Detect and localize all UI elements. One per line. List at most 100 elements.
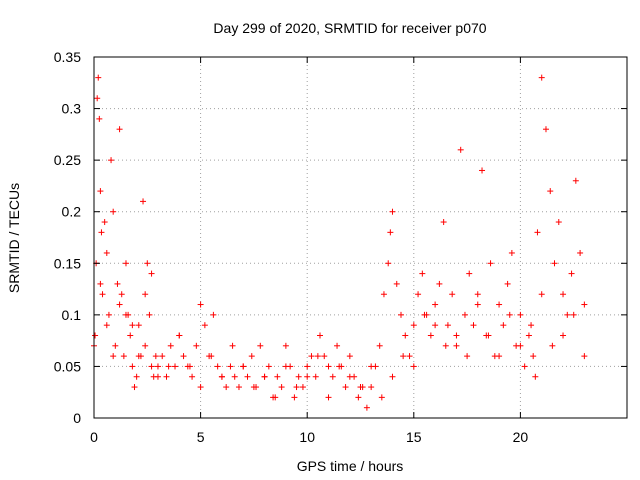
data-point (427, 332, 434, 339)
data-point (282, 363, 289, 370)
data-point (542, 126, 549, 133)
data-point (122, 260, 129, 267)
data-point (208, 353, 215, 360)
data-point (547, 188, 554, 195)
data-point (568, 270, 575, 277)
data-point (500, 322, 507, 329)
data-point (421, 311, 428, 318)
data-point (193, 342, 200, 349)
data-point (210, 311, 217, 318)
data-point (257, 342, 264, 349)
data-point (464, 353, 471, 360)
data-point (146, 311, 153, 318)
data-point (564, 311, 571, 318)
data-point (103, 322, 110, 329)
data-point (131, 384, 138, 391)
data-point (144, 260, 151, 267)
data-point (380, 291, 387, 298)
data-point (227, 363, 234, 370)
data-point (314, 353, 321, 360)
data-point (176, 332, 183, 339)
data-point (154, 373, 161, 380)
data-point (197, 384, 204, 391)
data-point (218, 373, 225, 380)
data-point (393, 280, 400, 287)
data-point (432, 301, 439, 308)
data-point (581, 301, 588, 308)
data-point (385, 260, 392, 267)
data-point (140, 198, 147, 205)
data-point (325, 363, 332, 370)
data-point (250, 384, 257, 391)
data-point (189, 373, 196, 380)
data-point (114, 280, 121, 287)
data-point (316, 332, 323, 339)
data-point (172, 363, 179, 370)
y-tick-label: 0.25 (54, 152, 81, 168)
data-point (402, 332, 409, 339)
data-point (94, 95, 101, 102)
y-tick-label: 0.1 (62, 307, 82, 323)
data-point (261, 373, 268, 380)
data-point (534, 229, 541, 236)
data-point (453, 342, 460, 349)
data-point (368, 363, 375, 370)
data-point (378, 394, 385, 401)
data-point (419, 270, 426, 277)
data-point (244, 373, 251, 380)
data-point (163, 373, 170, 380)
data-point (92, 332, 99, 339)
data-point (470, 322, 477, 329)
data-point (581, 353, 588, 360)
data-point (129, 322, 136, 329)
data-point (274, 373, 281, 380)
y-tick-label: 0.35 (54, 49, 81, 65)
data-point (508, 249, 515, 256)
data-point (308, 353, 315, 360)
y-tick-label: 0.15 (54, 255, 81, 271)
data-point (387, 229, 394, 236)
data-point (346, 353, 353, 360)
data-point (165, 363, 172, 370)
data-point (186, 363, 193, 370)
plot-frame (93, 56, 628, 419)
x-tick-labels: 0 5 10 15 20 (90, 429, 528, 445)
data-point (293, 384, 300, 391)
data-point (453, 332, 460, 339)
data-point (442, 342, 449, 349)
data-point (376, 342, 383, 349)
data-point (97, 280, 104, 287)
data-point (133, 373, 140, 380)
data-point (363, 404, 370, 411)
y-tick-label: 0.3 (62, 101, 82, 117)
data-point (577, 249, 584, 256)
data-point (406, 353, 413, 360)
data-point (110, 208, 117, 215)
data-point (101, 219, 108, 226)
axis-ticks (93, 56, 627, 419)
data-point (461, 311, 468, 318)
y-axis-label: SRMTID / TECUs (6, 183, 22, 293)
data-point (485, 332, 492, 339)
data-point (496, 353, 503, 360)
data-point (549, 342, 556, 349)
data-point (129, 363, 136, 370)
data-point (148, 270, 155, 277)
chart-title: Day 299 of 2020, SRMTID for receiver p07… (213, 20, 486, 36)
data-point (201, 322, 208, 329)
x-tick-label: 0 (90, 429, 98, 445)
data-point (180, 353, 187, 360)
data-point (295, 373, 302, 380)
data-point (474, 291, 481, 298)
data-point (415, 291, 422, 298)
data-point (159, 353, 166, 360)
data-point (135, 353, 142, 360)
data-point (506, 311, 513, 318)
data-point (444, 322, 451, 329)
data-point (96, 115, 103, 122)
data-point (325, 394, 332, 401)
data-point (229, 342, 236, 349)
data-point (560, 332, 567, 339)
data-point (122, 311, 129, 318)
